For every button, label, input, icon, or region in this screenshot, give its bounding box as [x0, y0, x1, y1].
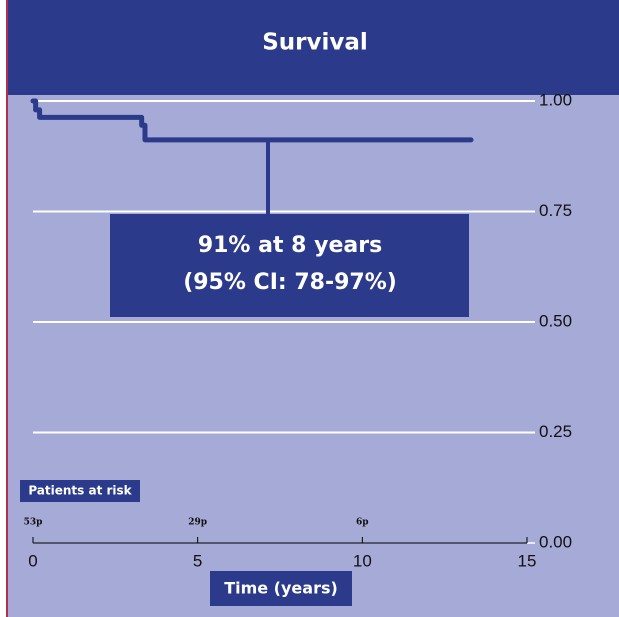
annotation-text: (95% CI: 78-97%): [183, 270, 397, 295]
y-tick-label: 0.50: [539, 311, 572, 330]
annotation-text: 91% at 8 years: [198, 233, 382, 258]
at-risk-title: Patients at risk: [28, 484, 132, 498]
x-tick-label: 10: [353, 551, 372, 570]
left-border: [6, 0, 8, 617]
at-risk-count: 6p: [356, 518, 369, 528]
y-tick-label: 0.00: [539, 532, 572, 551]
at-risk-box: [20, 480, 140, 502]
header-band: [8, 0, 619, 95]
chart-title: Survival: [262, 30, 368, 56]
survival-curve: [30, 98, 474, 143]
y-tick-label: 0.75: [539, 201, 572, 220]
x-tick-label: 5: [193, 551, 202, 570]
at-risk-count: 53p: [24, 518, 43, 528]
x-tick-label: 15: [518, 551, 537, 570]
y-tick-label: 1.00: [539, 90, 572, 109]
annotation-box: [110, 214, 469, 317]
x-axis-label: Time (years): [224, 579, 338, 598]
at-risk-count: 29p: [188, 518, 207, 528]
y-tick-label: 0.25: [539, 422, 572, 441]
x-label-box: [210, 571, 352, 606]
x-tick-label: 0: [28, 551, 37, 570]
